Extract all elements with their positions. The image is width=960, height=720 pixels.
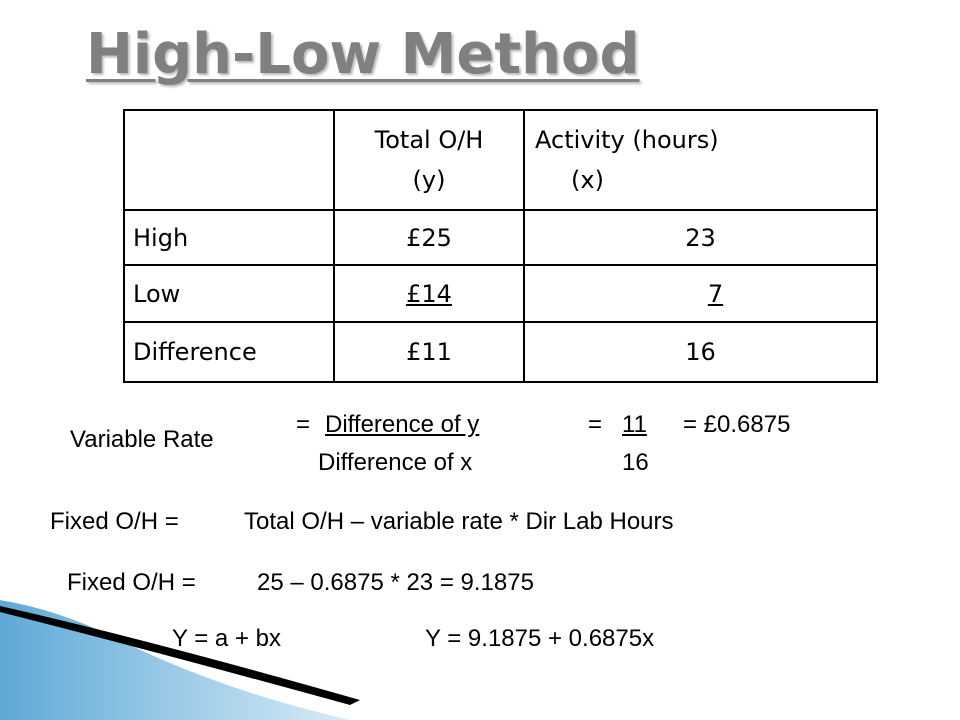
data-table: Total O/H (y) Activity (hours) (x) High £2… — [123, 109, 878, 383]
row-label: Low — [123, 264, 335, 323]
numerator-value: 11 — [622, 411, 647, 438]
equals: = — [588, 411, 603, 438]
header-text: (y) — [412, 166, 446, 194]
cell-text: £14 — [406, 279, 452, 308]
table-cell — [123, 109, 335, 211]
denominator-value: 16 — [622, 449, 649, 476]
header-text: (x) — [571, 166, 604, 194]
formula: Total O/H – variable rate * Dir Lab Hour… — [244, 508, 674, 535]
table-cell: £25 — [333, 209, 525, 266]
table-cell: £11 — [333, 321, 525, 383]
row-label: High — [123, 209, 335, 266]
header-cell: Total O/H (y) — [333, 109, 525, 211]
formula-label: Fixed O/H = — [50, 508, 179, 535]
equation: Y = 9.1875 + 0.6875x — [425, 625, 655, 652]
title: High-Low Method — [86, 22, 640, 87]
formula-label: Fixed O/H = — [67, 569, 196, 596]
result: = £0.6875 — [683, 411, 791, 438]
header-cell: Activity (hours) (x) — [523, 109, 878, 211]
table-cell: 7 — [523, 264, 878, 323]
table-cell: £14 — [333, 264, 525, 323]
equation: Y = a + bx — [172, 625, 281, 652]
table-cell: 16 — [523, 321, 878, 383]
header-text: Activity (hours) — [535, 126, 719, 154]
equals: = — [296, 411, 311, 438]
table-cell: 23 — [523, 209, 878, 266]
denominator: Difference of x — [318, 449, 473, 476]
header-text: Total O/H — [374, 126, 484, 154]
numerator: Difference of y — [325, 411, 480, 438]
formula: 25 – 0.6875 * 23 = 9.1875 — [257, 569, 534, 596]
cell-text: 7 — [707, 279, 724, 308]
row-label: Difference — [123, 321, 335, 383]
label: Variable Rate — [70, 426, 214, 453]
